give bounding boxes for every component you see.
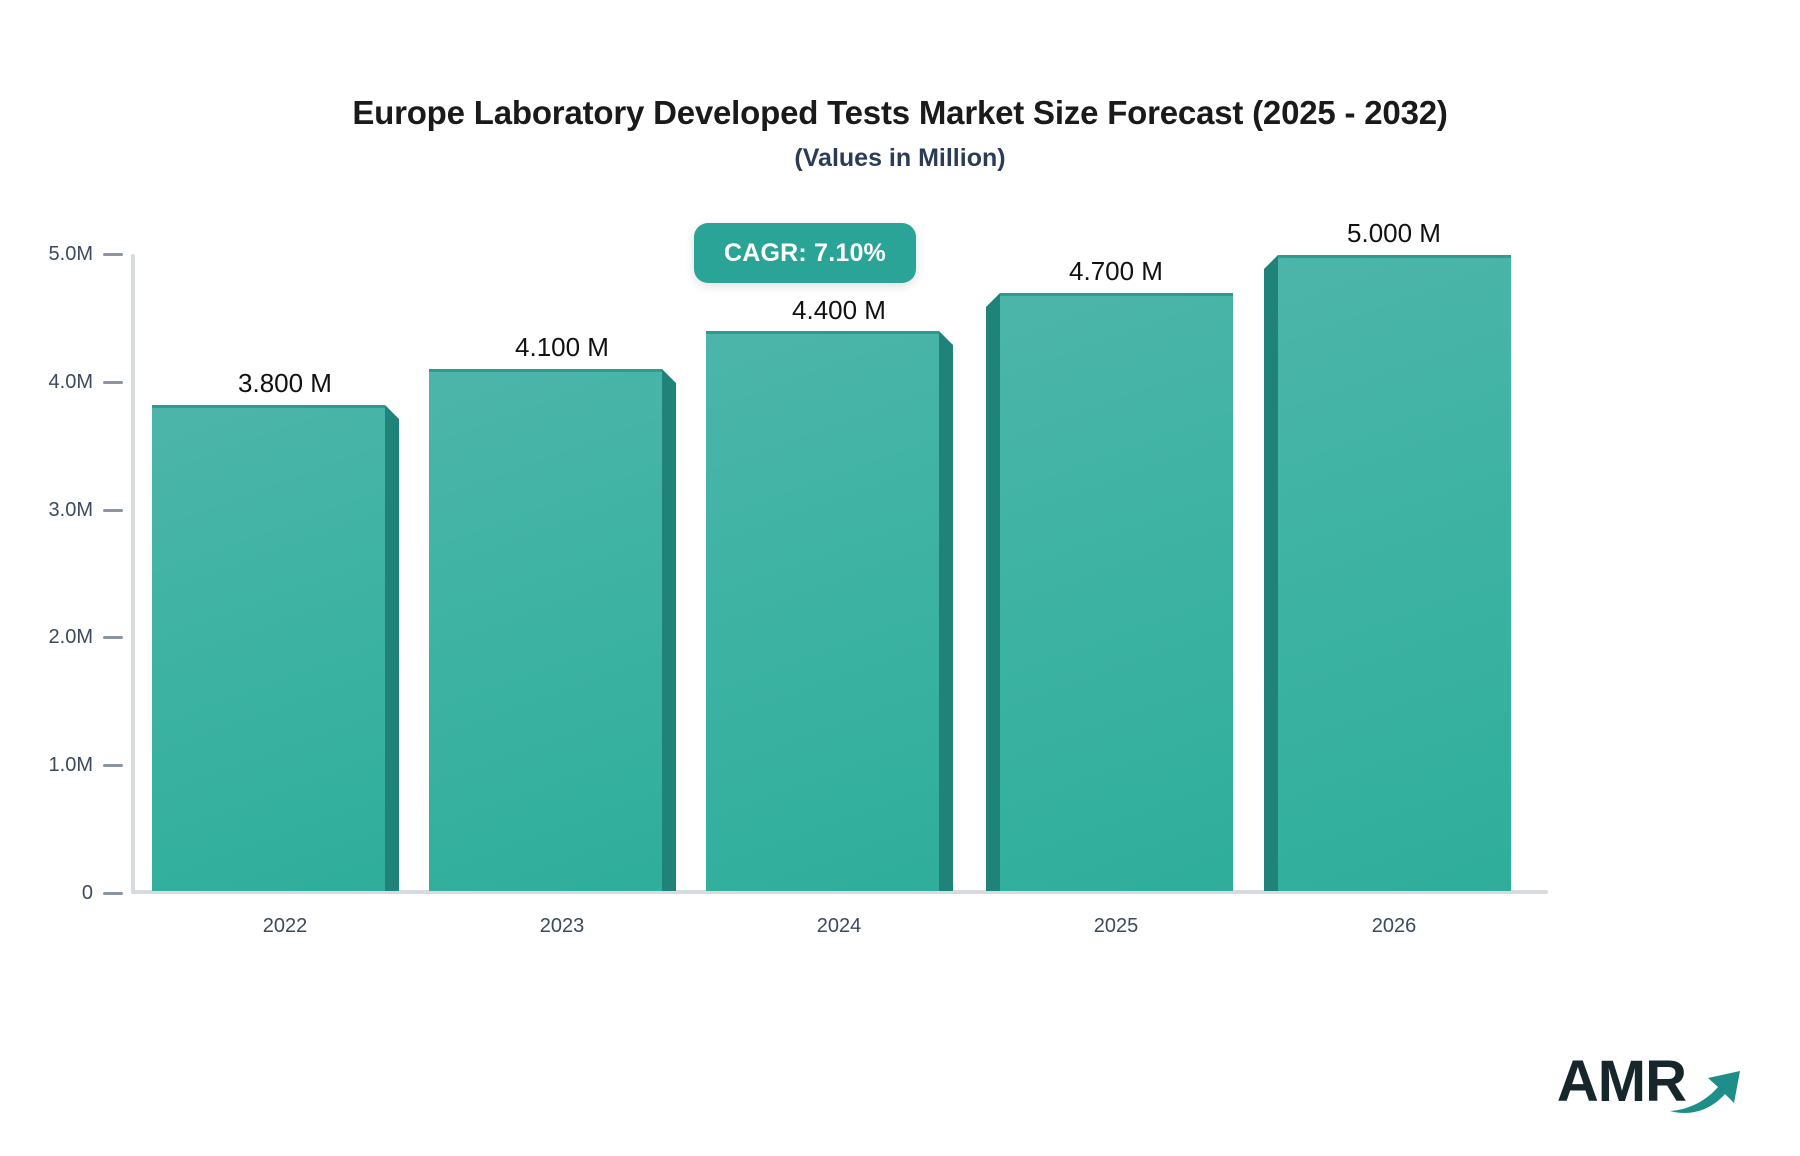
growth-arrow-icon (1668, 1061, 1746, 1120)
bar-2023[interactable] (429, 369, 676, 891)
x-axis-line (131, 890, 1548, 894)
bar-2025[interactable] (986, 293, 1233, 891)
y-tick-label-2: 2.0M (48, 626, 93, 649)
x-axis-label-2026: 2026 (1371, 915, 1417, 937)
x-axis-label-2024: 2024 (816, 915, 862, 937)
bar-face (1000, 293, 1233, 891)
bar-side-panel (662, 369, 676, 891)
bar-face (152, 405, 385, 892)
bar-side-cap (939, 331, 953, 345)
y-tick-label-1: 1.0M (48, 754, 93, 777)
bar-top-edge (1278, 255, 1511, 258)
x-axis-label-2023: 2023 (539, 915, 585, 937)
bar-top-edge (429, 369, 662, 372)
bar-face (429, 369, 662, 891)
y-tick-dash-0 (103, 892, 123, 895)
bar-2024[interactable] (706, 331, 953, 891)
bar-value-2026: 5.000 M (1347, 218, 1441, 248)
y-tick-1: 1.0M (0, 755, 131, 775)
y-tick-3: 3.0M (0, 500, 131, 520)
bar-2026[interactable] (1264, 255, 1511, 891)
bar-side-cap (385, 405, 399, 420)
bar-side-panel (939, 331, 953, 891)
bar-value-2025: 4.700 M (1069, 256, 1163, 286)
bar-top-edge (706, 331, 939, 334)
y-tick-label-5: 5.0M (48, 243, 93, 265)
bar-side-panel (1264, 255, 1278, 891)
y-axis-line (131, 254, 135, 894)
cagr-badge-label: CAGR: 7.10% (724, 238, 886, 267)
y-tick-dash-3 (103, 508, 123, 512)
y-tick-label-3: 3.0M (48, 498, 93, 521)
bar-2022[interactable] (152, 405, 399, 892)
y-tick-dash-4 (103, 380, 123, 384)
bar-side-cap (662, 369, 676, 383)
x-axis-label-2025: 2025 (1093, 915, 1139, 937)
chart-subtitle: (Values in Million) (794, 144, 1006, 172)
y-tick-4: 4.0M (0, 372, 131, 392)
y-tick-label-0: 0 (81, 882, 93, 904)
bar-side-panel (986, 293, 1000, 891)
cagr-badge[interactable]: CAGR: 7.10% (694, 223, 916, 283)
y-tick-dash-2 (103, 636, 123, 640)
x-axis-label-2022: 2022 (262, 915, 308, 937)
bar-value-2023: 4.100 M (515, 332, 609, 362)
bar-value-2024: 4.400 M (792, 295, 886, 325)
bar-top-edge (1000, 293, 1233, 296)
bar-top-edge (152, 405, 385, 409)
bar-side-cap (986, 293, 1000, 307)
amr-logo-text: AMR (1556, 1049, 1687, 1114)
bar-side-cap (1264, 255, 1278, 269)
y-tick-label-4: 4.0M (48, 370, 93, 393)
y-tick-0: 0 (0, 883, 131, 903)
y-tick-5: 5.0M (0, 244, 131, 264)
amr-logo: AMR (1557, 1050, 1746, 1114)
y-tick-dash-1 (103, 764, 123, 768)
bar-side-panel (385, 405, 399, 892)
bar-value-2022: 3.800 M (238, 368, 332, 398)
chart-title: Europe Laboratory Developed Tests Market… (352, 94, 1448, 131)
bar-face (706, 331, 939, 891)
y-tick-dash-5 (103, 253, 123, 256)
y-tick-2: 2.0M (0, 627, 131, 647)
bar-face (1278, 255, 1511, 891)
